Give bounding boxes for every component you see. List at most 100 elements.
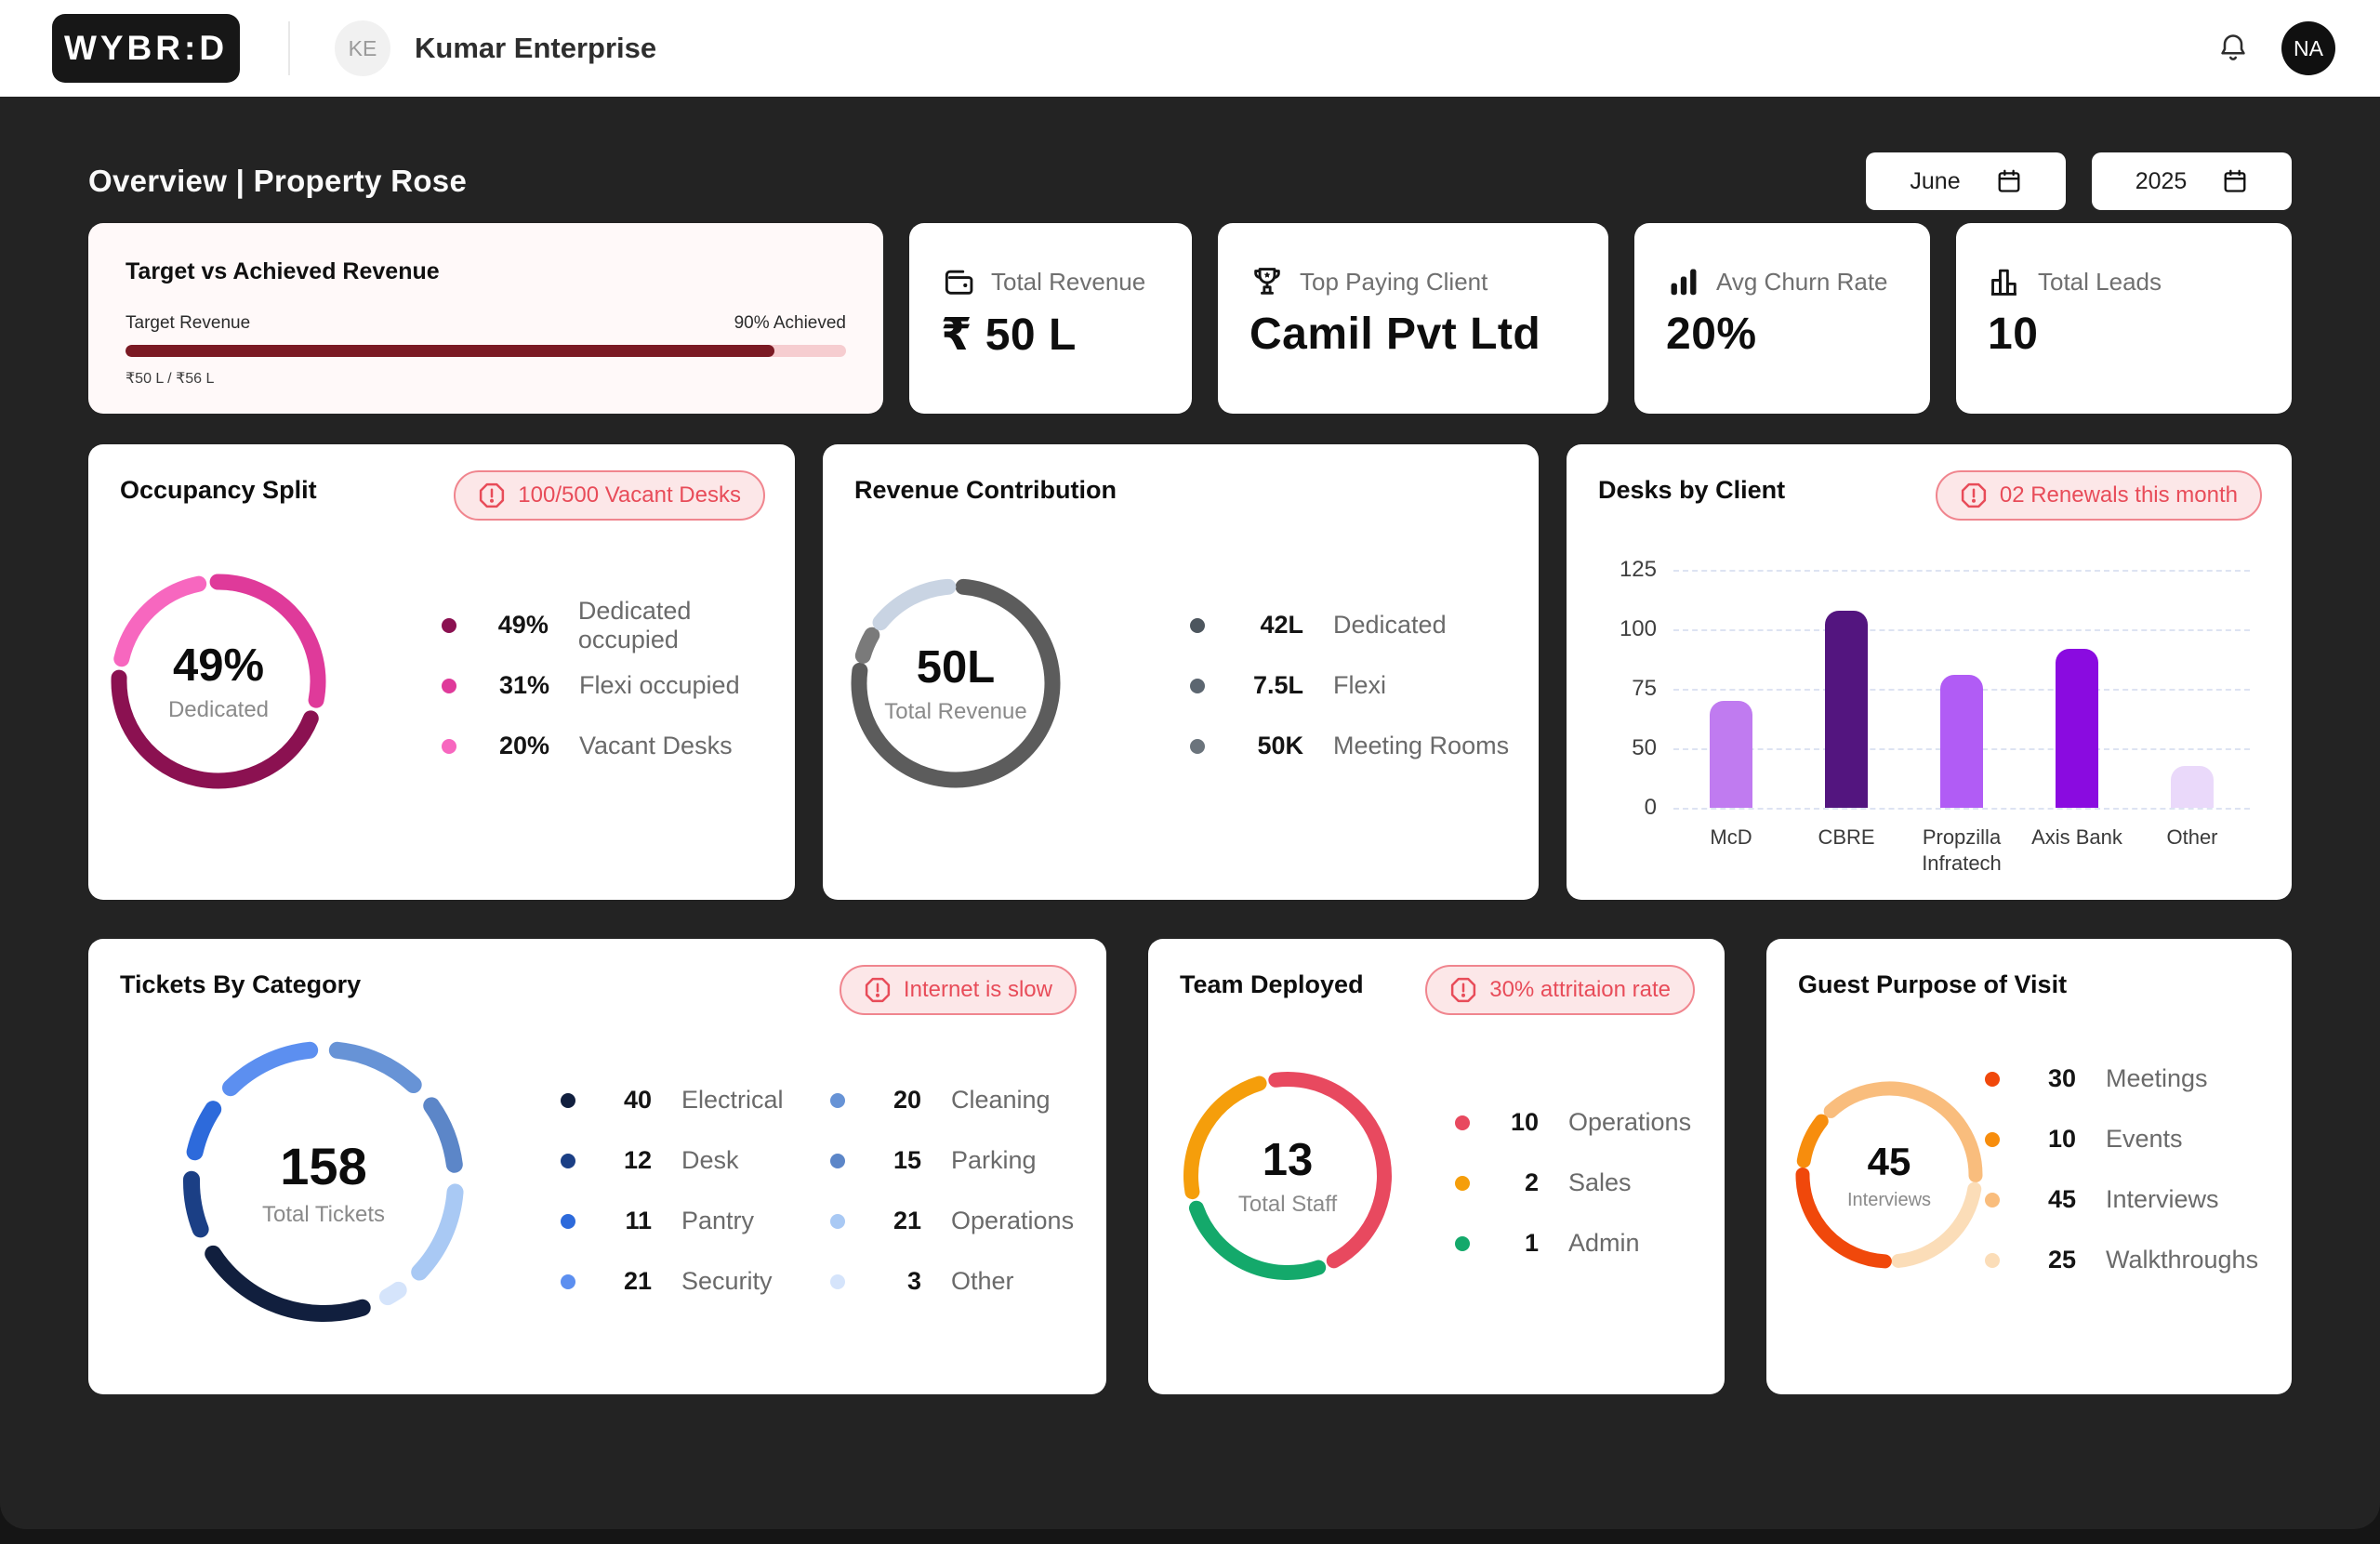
kpi-head: Total Revenue (941, 264, 1160, 299)
legend-dot (1190, 678, 1205, 693)
legend-label: Walkthroughs (2106, 1246, 2259, 1273)
card-title: Team Deployed (1180, 970, 1364, 998)
legend-dot (830, 1213, 845, 1229)
x-axis-category-label: CBRE (1818, 825, 1875, 849)
desks-by-client-card: Desks by Client 02 Renewals this month 0… (1567, 444, 2292, 900)
legend-label: Dedicated (1333, 611, 1447, 639)
kpi-label: Total Revenue (991, 267, 1146, 296)
revenue-contribution-card: Revenue Contribution 50L Total Revenue 4… (823, 444, 1539, 900)
donut-segment-interviews (1823, 1081, 1983, 1183)
user-avatar[interactable]: NA (2281, 21, 2335, 75)
card-title: Occupancy Split (120, 476, 317, 504)
legend-dot (830, 1092, 845, 1108)
bar-chart-plot: 0 50 75 100 125 McD CBRE Propzilla Infratech Axi… (1608, 557, 2250, 875)
legend-value: 20 (892, 1086, 921, 1114)
bar-propzilla-infratech (1940, 674, 1983, 808)
donut-segment-dedicated-occupied (111, 669, 319, 789)
kpi-label: Top Paying Client (1300, 267, 1488, 296)
occupancy-donut: 49% Dedicated (109, 572, 328, 791)
x-axis-category-label: Propzilla Infratech (1922, 825, 2002, 875)
legend-item: 2 Sales (1455, 1153, 1691, 1213)
kpi-label: Avg Churn Rate (1716, 267, 1888, 296)
bell-icon[interactable] (2216, 31, 2250, 66)
legend-dot (1985, 1192, 2000, 1207)
legend-item: 31% Flexi occupied (442, 655, 795, 716)
legend-item: 49% Dedicated occupied (442, 595, 795, 655)
y-axis-tick-label: 50 (1632, 735, 1657, 760)
badge-text: 30% attritaion rate (1489, 977, 1671, 1002)
legend-dot (1190, 738, 1205, 754)
donut-segment-security (222, 1041, 319, 1097)
guest-purpose-card: Guest Purpose of Visit 45 Interviews 30 M… (1766, 939, 2292, 1394)
legend-dot (561, 1153, 575, 1168)
date-filters: June 2025 (1866, 152, 2292, 210)
progress-labels: Target Revenue 90% Achieved (126, 313, 846, 334)
legend-value: 49% (497, 611, 549, 639)
year-selector[interactable]: 2025 (2092, 152, 2292, 210)
alert-icon (480, 482, 505, 508)
kpi-head: Avg Churn Rate (1666, 264, 1898, 299)
alert-icon (1961, 482, 1986, 508)
donut-segment-other (379, 1281, 407, 1306)
topbar: WYBR:D KE Kumar Enterprise NA (0, 0, 2380, 97)
legend-value: 15 (892, 1146, 921, 1174)
legend-dot (442, 738, 456, 754)
year-selector-value: 2025 (2135, 167, 2188, 194)
tickets-legend-col1: 40 Electrical 12 Desk 11 Pantry 21 Security (561, 1070, 784, 1312)
legend-value: 7.5L (1252, 671, 1303, 699)
achieved-percent-label: 90% Achieved (734, 313, 846, 333)
guest-donut-chart (1795, 1081, 1983, 1269)
legend-dot (1455, 1235, 1470, 1251)
badge-text: Internet is slow (903, 977, 1052, 1002)
attrition-badge: 30% attritaion rate (1425, 965, 1695, 1015)
org-avatar[interactable]: KE (335, 20, 390, 76)
occupancy-donut-chart (111, 574, 326, 789)
card-title: Guest Purpose of Visit (1798, 970, 2068, 998)
revenue-fraction-label: ₹50 L / ₹56 L (126, 371, 215, 387)
top-paying-client-card: Top Paying Client Camil Pvt Ltd (1218, 223, 1608, 414)
donut-segment-operations (411, 1183, 464, 1281)
org-name: Kumar Enterprise (415, 32, 657, 64)
kpi-row: Target vs Achieved Revenue Target Revenu… (88, 223, 2292, 414)
legend-value: 11 (625, 1207, 652, 1234)
x-axis-category-label: McD (1710, 825, 1752, 849)
kpi-value: Camil Pvt Ltd (1250, 310, 1541, 359)
legend-dot (561, 1273, 575, 1289)
legend-label: Meeting Rooms (1333, 732, 1510, 759)
topbar-actions: NA (2216, 21, 2335, 75)
calendar-icon (2224, 169, 2246, 192)
bar-chart-icon (1671, 269, 1697, 296)
legend-dot (1190, 617, 1205, 633)
gridline (1673, 808, 2250, 810)
legend-value: 10 (1510, 1108, 1539, 1136)
legend-item: 11 Pantry (561, 1191, 784, 1251)
kpi-value: ₹ 50 L (941, 310, 1077, 360)
badge-text: 100/500 Vacant Desks (518, 482, 741, 508)
month-selector[interactable]: June (1866, 152, 2066, 210)
desks-bar-chart: 0 50 75 100 125 McD CBRE Propzilla Infratech Axi… (1608, 556, 2250, 875)
revenue-progress-bar (126, 345, 846, 357)
page-header: Overview | Property Rose June 2025 (88, 97, 2292, 223)
legend-item: 21 Operations (830, 1191, 1074, 1251)
legend-value: 2 (1524, 1168, 1539, 1196)
legend-dot (830, 1273, 845, 1289)
kpi-value: 20% (1666, 310, 1757, 359)
donut-segment-sales (1183, 1076, 1267, 1200)
legend-label: Other (951, 1267, 1014, 1295)
main-content: Overview | Property Rose June 2025 (0, 97, 2380, 1529)
card-title: Desks by Client (1598, 476, 1786, 504)
legend-value: 40 (623, 1086, 652, 1114)
alert-icon (1451, 977, 1476, 1003)
legend-value: 1 (1524, 1229, 1539, 1257)
legend-dot (561, 1092, 575, 1108)
legend-item: 42L Dedicated (1190, 595, 1509, 655)
x-axis-category-label: Axis Bank (2031, 825, 2122, 849)
team-legend: 10 Operations 2 Sales 1 Admin (1455, 1092, 1691, 1273)
legend-value: 25 (2047, 1246, 2076, 1273)
tickets-legend-col2: 20 Cleaning 15 Parking 21 Operations 3 Other (830, 1070, 1074, 1312)
legend-item: 40 Electrical (561, 1070, 784, 1130)
gridline (1673, 570, 2250, 572)
legend-label: Interviews (2106, 1185, 2219, 1213)
target-vs-achieved-card: Target vs Achieved Revenue Target Revenu… (88, 223, 883, 414)
